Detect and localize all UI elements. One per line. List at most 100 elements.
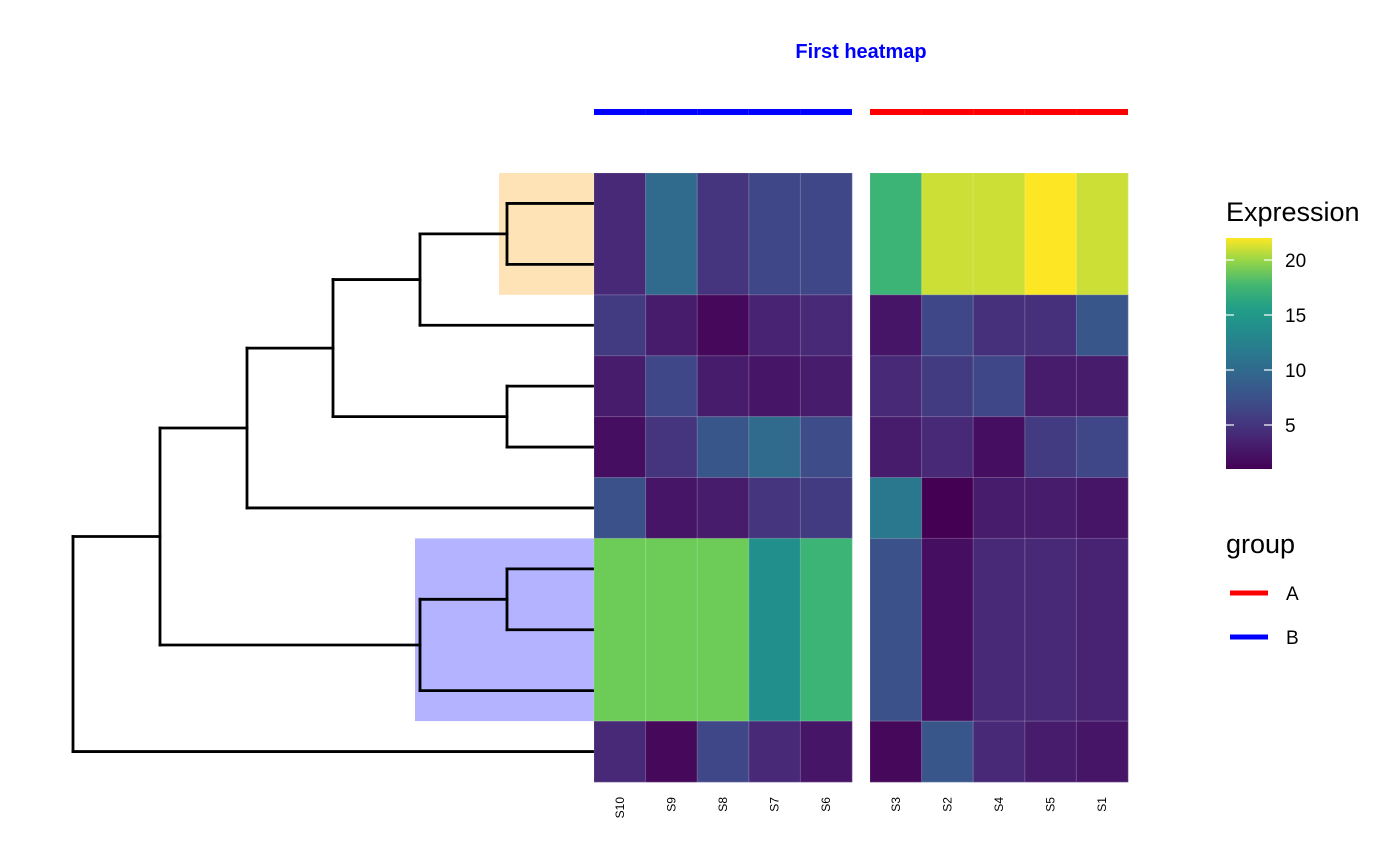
heatmap-cell-border — [869, 537, 923, 722]
heatmap-cell-border — [1075, 537, 1129, 722]
column-label: S1 — [1095, 797, 1109, 812]
heatmap-cell-border — [799, 720, 853, 783]
heatmap-cell — [800, 721, 853, 783]
heatmap-cell-border — [748, 172, 801, 296]
group-annotation-cell — [1024, 109, 1077, 115]
column-label: S6 — [819, 797, 833, 812]
expression-legend-title: Expression — [1226, 197, 1360, 227]
legend-tick-label: 5 — [1285, 416, 1296, 437]
heatmap-cell — [594, 477, 646, 539]
heatmap-cell-border — [1075, 720, 1129, 783]
heatmap-cell — [1076, 721, 1129, 783]
heatmap-cell-border — [696, 416, 750, 479]
heatmap-cell-border — [696, 294, 750, 357]
heatmap-cell — [645, 477, 698, 539]
group-annotation-cell — [594, 109, 646, 115]
heatmap-cell — [645, 538, 698, 722]
group-annotation-cell — [1076, 109, 1128, 115]
heatmap-cell-border — [593, 477, 647, 539]
heatmap-cell — [645, 721, 698, 783]
column-label: S7 — [768, 797, 782, 812]
heatmap-cell-border — [1075, 416, 1129, 479]
heatmap-cell-border — [799, 537, 853, 722]
heatmap-cell-border — [972, 294, 1026, 357]
heatmap-cell — [594, 416, 646, 478]
legend-tick-label: 15 — [1285, 306, 1306, 327]
heatmap-cell — [973, 173, 1026, 296]
heatmap-cell-border — [645, 477, 698, 539]
heatmap-cell-border — [593, 172, 647, 296]
heatmap-cell — [645, 355, 698, 417]
heatmap-cell-border — [1075, 172, 1129, 296]
heatmap-cell — [748, 477, 801, 539]
legend-tick-label: 20 — [1285, 251, 1306, 272]
heatmap-cell — [594, 173, 646, 296]
heatmap-cell-border — [799, 355, 853, 418]
heatmap-cell-border — [921, 416, 974, 479]
heatmap-cell — [973, 538, 1026, 722]
heatmap-cell-border — [921, 294, 974, 357]
heatmap-cell — [1024, 721, 1077, 783]
heatmap-cell-border — [593, 537, 647, 722]
heatmap-cell — [697, 416, 750, 478]
heatmap-cell-border — [593, 416, 647, 479]
heatmap-cell — [697, 355, 750, 417]
heatmap-cell — [921, 173, 974, 296]
heatmap-cell-border — [696, 355, 750, 418]
heatmap-cell-border — [799, 172, 853, 296]
heatmap-cell-border — [1024, 355, 1077, 418]
group-annotation-cell — [800, 109, 852, 115]
heatmap-cell — [697, 477, 750, 539]
group-annotation-cell — [697, 109, 749, 115]
heatmap-cell-border — [748, 537, 801, 722]
column-label: S8 — [716, 797, 730, 812]
heatmap-cell — [921, 538, 974, 722]
heatmap-cell — [645, 294, 698, 356]
heatmap-cell — [800, 538, 853, 722]
heatmap-cell — [921, 721, 974, 783]
heatmap-cell — [1024, 538, 1077, 722]
heatmap-cell — [594, 721, 646, 783]
heatmap-cell-border — [1024, 477, 1077, 539]
heatmap-cell-border — [593, 294, 647, 357]
heatmap-cell-border — [799, 294, 853, 357]
heatmap-cell-border — [748, 477, 801, 539]
heatmap-cell-border — [869, 355, 923, 418]
heatmap-cell-border — [1075, 477, 1129, 539]
heatmap-cell — [973, 721, 1026, 783]
heatmap-cell — [594, 355, 646, 417]
column-group-annotation — [594, 109, 1128, 115]
heatmap-cell — [748, 355, 801, 417]
expression-legend: Expression 5 10 15 20 — [1226, 197, 1360, 469]
heatmap-cell-border — [645, 416, 698, 479]
heatmap-cell — [748, 173, 801, 296]
heatmap-cell — [800, 294, 853, 356]
heatmap-cell — [748, 538, 801, 722]
column-label: S2 — [940, 797, 954, 812]
heatmap-cell — [1076, 477, 1129, 539]
column-label: S9 — [664, 797, 678, 812]
row-dendrogram — [71, 202, 596, 753]
heatmap-cell — [1076, 538, 1129, 722]
heatmap-cell — [870, 416, 922, 478]
heatmap-cell — [870, 173, 922, 296]
heatmap-cell-border — [972, 720, 1026, 783]
group-legend-items: AB — [1230, 584, 1299, 649]
heatmap-cell — [748, 416, 801, 478]
heatmap-cell — [1024, 355, 1077, 417]
group-annotation-cell — [645, 109, 698, 115]
heatmap-cell-border — [972, 416, 1026, 479]
heatmap-cell-border — [1024, 720, 1077, 783]
group-legend-title: group — [1226, 529, 1295, 559]
heatmap-cell-border — [972, 537, 1026, 722]
heatmap-cell — [1076, 173, 1129, 296]
heatmap-cell-border — [1024, 416, 1077, 479]
heatmap-cell — [748, 721, 801, 783]
heatmap-cell — [800, 173, 853, 296]
heatmap-cell — [1024, 173, 1077, 296]
group-annotation-cell — [973, 109, 1025, 115]
group-annotation-cell — [870, 109, 922, 115]
heatmap-cell-border — [593, 355, 647, 418]
heatmap-cell-border — [645, 537, 698, 722]
row-highlight-box — [499, 173, 594, 295]
